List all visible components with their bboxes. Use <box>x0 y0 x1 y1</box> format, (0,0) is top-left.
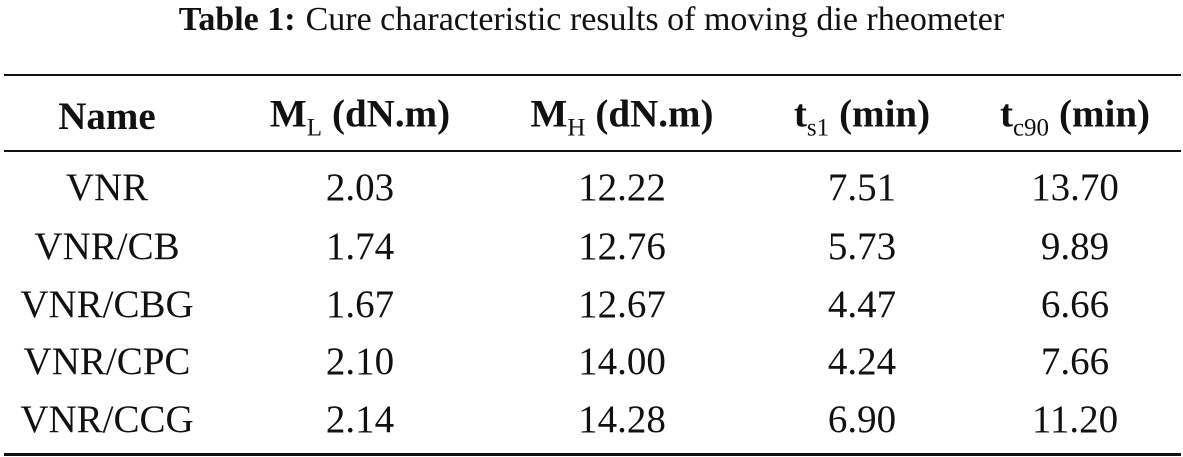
caption: Table 1: Cure characteristic results of m… <box>0 0 1183 40</box>
row-name: VNR/CB <box>34 225 180 268</box>
data-cell: 2.10 <box>325 340 395 383</box>
header-unit: (min) <box>839 92 931 136</box>
header-subscript: c90 <box>1012 114 1050 142</box>
data-cell: 11.20 <box>1031 398 1119 441</box>
header-subscript: H <box>567 114 586 142</box>
bottom-rule <box>4 453 1181 456</box>
data-cell: 12.67 <box>578 283 666 326</box>
header-unit: (min) <box>1059 92 1151 136</box>
row-name: VNR/CBG <box>20 283 194 326</box>
header-subscript: L <box>306 114 323 142</box>
header-text: Name <box>58 95 156 138</box>
data-cell: 1.74 <box>325 225 395 268</box>
data-cell: 4.24 <box>827 340 897 383</box>
data-cell: 7.51 <box>827 166 897 209</box>
data-cell: 2.03 <box>325 166 395 209</box>
data-cell: 4.47 <box>827 283 897 326</box>
row-name: VNR/CCG <box>20 398 194 441</box>
data-cell: 6.66 <box>1040 283 1110 326</box>
row-name: VNR <box>65 166 149 209</box>
data-cell: 5.73 <box>827 225 897 268</box>
header-text: M <box>530 92 568 136</box>
top-rule <box>4 74 1181 76</box>
mid-rule <box>4 150 1181 152</box>
data-cell: 9.89 <box>1040 225 1110 268</box>
header-unit: (dN.m) <box>332 92 451 136</box>
header-subscript: s1 <box>806 114 830 142</box>
header-text: M <box>269 92 307 136</box>
header-unit: (dN.m) <box>595 92 714 136</box>
data-cell: 14.00 <box>578 340 666 383</box>
data-cell: 12.76 <box>578 225 666 268</box>
data-cell: 7.66 <box>1040 340 1110 383</box>
header-cell: ts1 (min) <box>794 93 930 142</box>
header-text: t <box>999 92 1013 136</box>
header-cell: Name <box>58 95 155 139</box>
data-cell: 13.70 <box>1031 166 1119 209</box>
data-cell: 6.90 <box>827 398 897 441</box>
data-cell: 2.14 <box>325 398 395 441</box>
header-text: t <box>793 92 807 136</box>
header-cell: tc90 (min) <box>1000 93 1150 142</box>
header-cell: MH (dN.m) <box>531 93 714 142</box>
caption-text: Cure characteristic results of moving di… <box>305 1 1005 38</box>
data-cell: 1.67 <box>325 283 395 326</box>
header-cell: ML (dN.m) <box>270 93 450 142</box>
data-cell: 14.28 <box>578 398 666 441</box>
caption-label: Table 1: <box>178 1 296 38</box>
row-name: VNR/CPC <box>23 340 191 383</box>
data-cell: 12.22 <box>578 166 666 209</box>
